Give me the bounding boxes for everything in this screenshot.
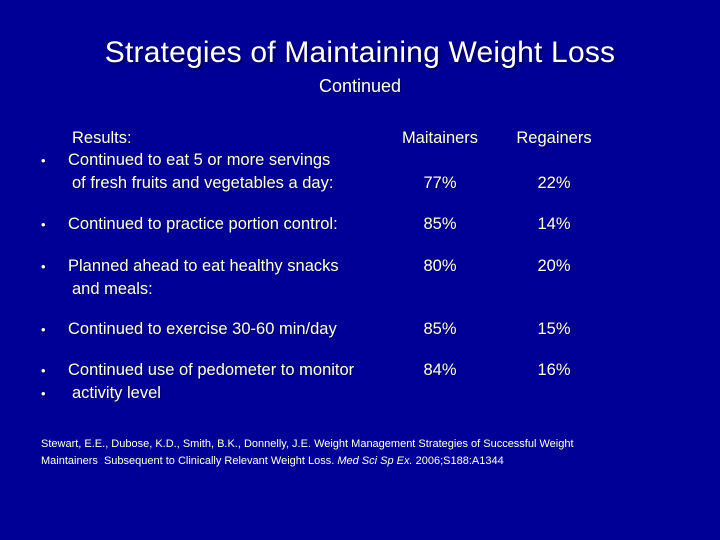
- maintainers-value: 85%: [423, 320, 457, 338]
- bullet-icon: •: [41, 322, 46, 337]
- bullet-icon: •: [41, 259, 46, 274]
- citation-issue: 2006;S188:A1344: [412, 455, 504, 467]
- row-text: Continued to eat 5 or more servings: [68, 151, 331, 169]
- table-header-row: Results: Maitainers Regainers: [40, 127, 600, 149]
- row-text: Continued to practice portion control:: [68, 215, 338, 233]
- regainers-value: 16%: [537, 361, 571, 379]
- table-row-continuation: • activity level: [40, 382, 600, 405]
- citation: Stewart, E.E., Dubose, K.D., Smith, B.K.…: [41, 436, 701, 470]
- bullet-icon: •: [41, 386, 46, 401]
- row-text: of fresh fruits and vegetables a day:: [72, 174, 334, 192]
- maintainers-value: 85%: [423, 215, 457, 233]
- bullet-icon: •: [41, 153, 46, 168]
- citation-line2: Maintainers Subsequent to Clinically Rel…: [41, 455, 338, 467]
- table-row: • Continued to exercise 30-60 min/day 85…: [40, 318, 600, 341]
- maintainers-value: 77%: [423, 174, 457, 192]
- citation-line1: Stewart, E.E., Dubose, K.D., Smith, B.K.…: [41, 438, 574, 450]
- table-row: • Continued use of pedometer to monitor …: [40, 359, 600, 382]
- bullet-icon: •: [41, 363, 46, 378]
- row-text: Planned ahead to eat healthy snacks: [68, 257, 339, 275]
- maintainers-value: 84%: [423, 361, 457, 379]
- table-row-continuation: and meals:: [40, 278, 600, 300]
- table-row: • Continued to practice portion control:…: [40, 213, 600, 236]
- regainers-value: 15%: [537, 320, 571, 338]
- row-text: and meals:: [72, 280, 153, 298]
- table-row: • Continued to eat 5 or more servings: [40, 149, 600, 172]
- row-text: Continued to exercise 30-60 min/day: [68, 320, 337, 338]
- citation-journal: Med Sci Sp Ex.: [337, 455, 413, 467]
- table-row-continuation: of fresh fruits and vegetables a day: 77…: [40, 172, 600, 194]
- bullet-icon: •: [41, 217, 46, 232]
- row-text: activity level: [72, 384, 161, 402]
- slide-subtitle: Continued: [318, 76, 402, 96]
- regainers-value: 20%: [537, 257, 571, 275]
- row-text: Continued use of pedometer to monitor: [68, 361, 355, 379]
- results-table: Results: Maitainers Regainers • Continue…: [40, 127, 600, 405]
- slide-title: Strategies of Maintaining Weight Loss: [104, 36, 616, 69]
- column-header-maintainers: Maitainers: [401, 129, 479, 147]
- results-label: Results:: [72, 129, 132, 147]
- table-row: • Planned ahead to eat healthy snacks 80…: [40, 255, 600, 278]
- regainers-value: 22%: [537, 174, 571, 192]
- column-header-regainers: Regainers: [516, 129, 592, 147]
- regainers-value: 14%: [537, 215, 571, 233]
- maintainers-value: 80%: [423, 257, 457, 275]
